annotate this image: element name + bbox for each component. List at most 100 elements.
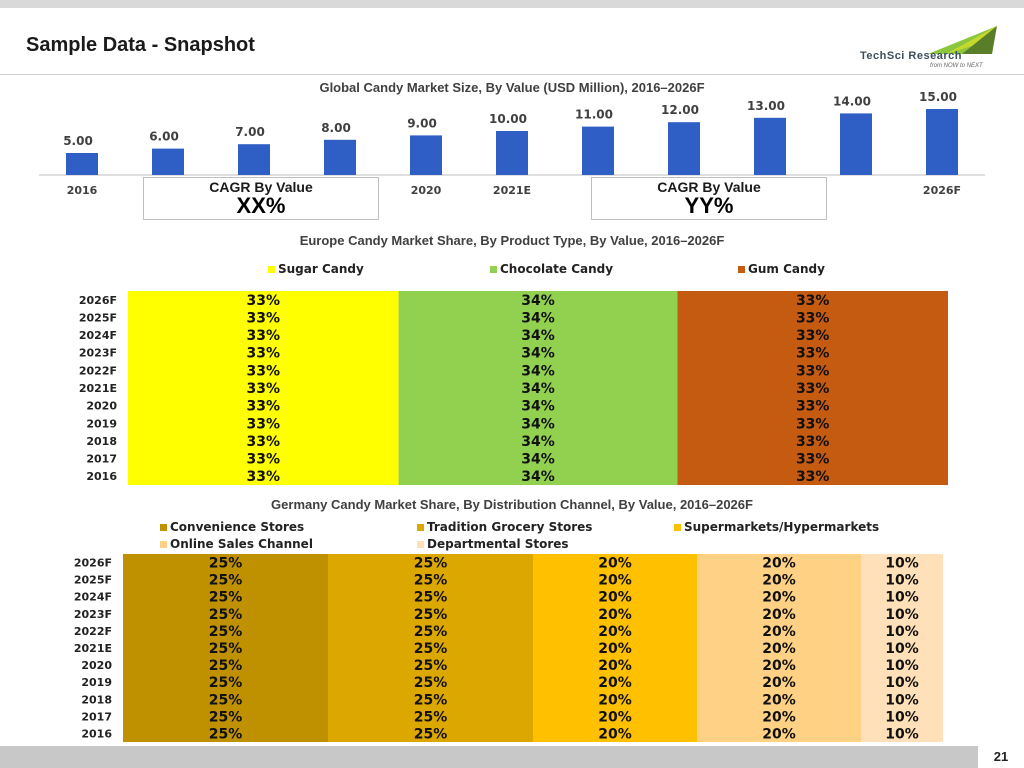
bar <box>410 135 442 175</box>
europe-share-stacked-chart: 2026F 33% 34% 33%2025F 33% 34% 33%2024F 33% 34% 3… <box>79 291 948 485</box>
legend-swatch <box>160 541 167 548</box>
data-label: 10% <box>885 692 919 708</box>
data-label: 25% <box>209 624 243 640</box>
y-tick-label: 2017 <box>81 710 112 723</box>
legend-label: Sugar Candy <box>278 262 364 276</box>
data-label: 20% <box>598 573 632 589</box>
legend-item-online-sales-channel: Online Sales Channel <box>160 537 313 551</box>
segment-tradition-grocery-stores <box>328 554 533 742</box>
data-label: 13.00 <box>747 99 785 113</box>
legend-item-chocolate-candy: Chocolate Candy <box>490 262 613 276</box>
y-tick-label: 2023F <box>74 608 112 621</box>
chart3-legend: Convenience Stores Tradition Grocery Sto… <box>0 520 1024 554</box>
data-label: 20% <box>762 675 796 691</box>
data-label: 33% <box>796 452 830 468</box>
data-label: 20% <box>762 726 796 742</box>
data-label: 9.00 <box>407 116 437 130</box>
data-label: 14.00 <box>833 94 871 108</box>
data-label: 33% <box>796 416 830 432</box>
data-label: 5.00 <box>63 134 93 148</box>
data-label: 20% <box>598 624 632 640</box>
top-bar <box>0 0 1024 8</box>
data-label: 33% <box>247 416 281 432</box>
bottom-bar <box>0 746 978 768</box>
y-tick-label: 2021E <box>74 642 112 655</box>
data-label: 33% <box>796 399 830 415</box>
y-tick-label: 2022F <box>79 364 117 377</box>
data-label: 20% <box>598 607 632 623</box>
data-label: 10% <box>885 658 919 674</box>
page-number: 21 <box>978 746 1024 768</box>
segment-chocolate-candy <box>398 291 678 485</box>
data-label: 34% <box>521 293 555 309</box>
data-label: 25% <box>209 692 243 708</box>
legend-swatch <box>738 266 745 273</box>
data-label: 33% <box>796 310 830 326</box>
data-label: 20% <box>598 556 632 572</box>
data-label: 20% <box>762 641 796 657</box>
chart2-title: Europe Candy Market Share, By Product Ty… <box>299 233 725 248</box>
legend-swatch <box>160 524 167 531</box>
logo-tagline: from NOW to NEXT <box>930 63 983 69</box>
data-label: 25% <box>414 573 448 589</box>
legend-label: Chocolate Candy <box>500 262 614 276</box>
legend-label: Departmental Stores <box>427 537 569 551</box>
data-label: 10.00 <box>489 112 527 126</box>
data-label: 25% <box>209 658 243 674</box>
data-label: 34% <box>521 416 555 432</box>
legend-label: Convenience Stores <box>170 520 305 534</box>
data-label: 25% <box>414 641 448 657</box>
data-label: 25% <box>414 726 448 742</box>
data-label: 25% <box>414 658 448 674</box>
x-tick-label: 2016 <box>67 184 98 197</box>
cagr-label: CAGR By Value <box>657 179 761 195</box>
data-label: 20% <box>598 658 632 674</box>
legend-swatch <box>674 524 681 531</box>
legend-swatch <box>417 524 424 531</box>
data-label: 33% <box>247 363 281 379</box>
bar <box>668 122 700 175</box>
cagr-value: YY% <box>684 193 734 218</box>
data-label: 34% <box>521 310 555 326</box>
techsci-logo-icon <box>928 26 997 54</box>
data-label: 34% <box>521 328 555 344</box>
bar <box>66 153 98 175</box>
data-label: 33% <box>247 469 281 485</box>
bar <box>152 148 184 175</box>
cagr-box-1: CAGR By Value XX% <box>143 177 379 220</box>
data-label: 33% <box>247 293 281 309</box>
title-divider <box>0 74 1024 75</box>
y-tick-label: 2018 <box>81 693 112 706</box>
data-label: 25% <box>209 607 243 623</box>
page-title: Sample Data - Snapshot <box>26 34 255 56</box>
data-label: 33% <box>796 381 830 397</box>
data-label: 25% <box>209 590 243 606</box>
data-label: 20% <box>598 641 632 657</box>
data-label: 20% <box>762 624 796 640</box>
x-tick-label: 2020 <box>411 184 442 197</box>
cagr-box-2: CAGR By Value YY% <box>591 177 827 220</box>
data-label: 25% <box>209 675 243 691</box>
data-label: 20% <box>762 658 796 674</box>
bar <box>840 113 872 175</box>
y-tick-label: 2017 <box>86 453 117 466</box>
data-label: 10% <box>885 573 919 589</box>
data-label: 34% <box>521 469 555 485</box>
legend-label: Gum Candy <box>748 262 825 276</box>
segment-convenience-stores <box>123 554 328 742</box>
data-label: 34% <box>521 363 555 379</box>
legend-item-departmental-stores: Departmental Stores <box>417 537 569 551</box>
bar <box>238 144 270 175</box>
global-market-bar-chart: 5.00 2016 6.00 7.00 8.00 9.00 2020 10.00 2021E 11… <box>39 90 985 197</box>
chart2-legend: Sugar Candy Chocolate Candy Gum Candy <box>0 262 1024 278</box>
legend-swatch <box>417 541 424 548</box>
y-tick-label: 2020 <box>86 400 117 413</box>
y-tick-label: 2025F <box>79 311 117 324</box>
data-label: 33% <box>796 293 830 309</box>
data-label: 10% <box>885 675 919 691</box>
data-label: 10% <box>885 590 919 606</box>
data-label: 25% <box>414 624 448 640</box>
y-tick-label: 2019 <box>86 417 117 430</box>
data-label: 34% <box>521 434 555 450</box>
data-label: 25% <box>209 573 243 589</box>
